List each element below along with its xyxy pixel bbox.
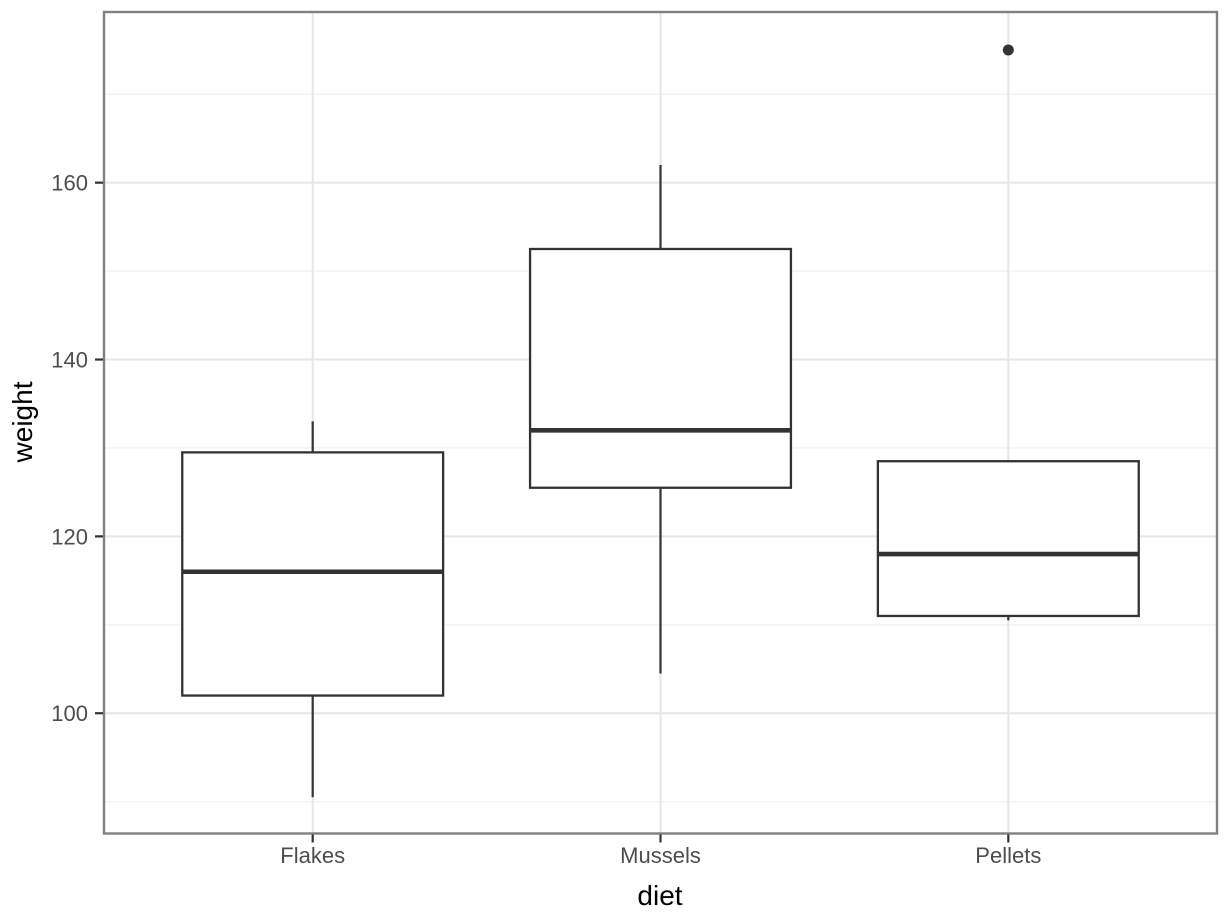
y-axis-title: weight [7, 381, 38, 463]
x-tick-label: Mussels [620, 843, 701, 868]
y-tick-label: 160 [51, 171, 88, 196]
panel-border [102, 10, 1219, 835]
boxplot-pellets-outlier-point [1002, 44, 1014, 56]
x-tick-label: Flakes [280, 843, 345, 868]
y-tick-label: 120 [51, 524, 88, 549]
y-tick-label: 100 [51, 701, 88, 726]
boxplot-pellets-box [876, 460, 1140, 618]
boxplot-mussels-box [528, 247, 793, 489]
y-tick-label: 140 [51, 348, 88, 373]
x-axis-title: diet [637, 880, 683, 911]
x-tick-label: Pellets [975, 843, 1041, 868]
